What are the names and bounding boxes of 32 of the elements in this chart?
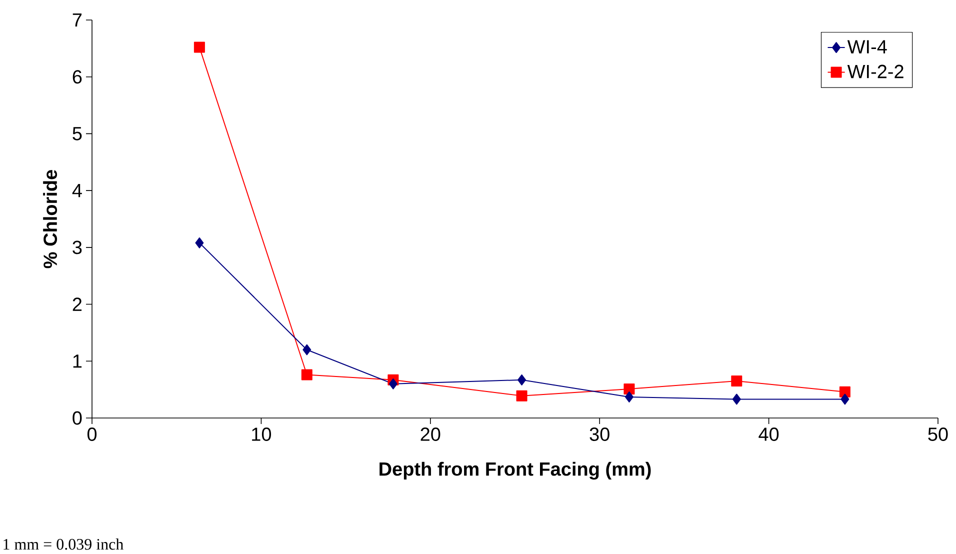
point bbox=[518, 374, 526, 386]
point bbox=[731, 376, 742, 387]
point bbox=[195, 237, 204, 248]
x-tick-label: 0 bbox=[87, 428, 97, 441]
x-tick-label: 10 bbox=[252, 428, 272, 441]
y-tick-label: 2 bbox=[72, 298, 82, 311]
x-tick-label: 30 bbox=[590, 428, 610, 441]
x-tick-label: 40 bbox=[758, 428, 779, 441]
y-tick-label: 3 bbox=[72, 240, 82, 254]
point bbox=[194, 42, 205, 53]
legend-label: WI-4 bbox=[847, 40, 887, 54]
y-axis-title: % Chloride bbox=[43, 170, 58, 268]
point bbox=[732, 394, 741, 405]
point bbox=[624, 391, 634, 402]
x-tick-label: 50 bbox=[928, 428, 948, 441]
x-tick-label: 20 bbox=[420, 428, 440, 441]
y-tick-label: 4 bbox=[72, 184, 82, 198]
y-tick-label: 6 bbox=[72, 70, 82, 84]
point bbox=[840, 394, 850, 405]
point bbox=[388, 378, 398, 390]
point bbox=[301, 369, 312, 380]
point bbox=[839, 386, 850, 398]
y-tick-label: 1 bbox=[73, 354, 82, 368]
y-tick-label: 7 bbox=[72, 13, 82, 27]
y-tick-label: 5 bbox=[72, 127, 82, 140]
text: 1 mm = 0.039 inch bbox=[4, 538, 124, 550]
legend-label: WI-2-2 bbox=[847, 64, 904, 78]
x-axis-title: Depth from Front Facing (mm) bbox=[380, 462, 651, 480]
point bbox=[302, 344, 312, 356]
point bbox=[624, 383, 635, 394]
y-tick-label: 0 bbox=[72, 411, 82, 425]
point bbox=[516, 390, 528, 402]
